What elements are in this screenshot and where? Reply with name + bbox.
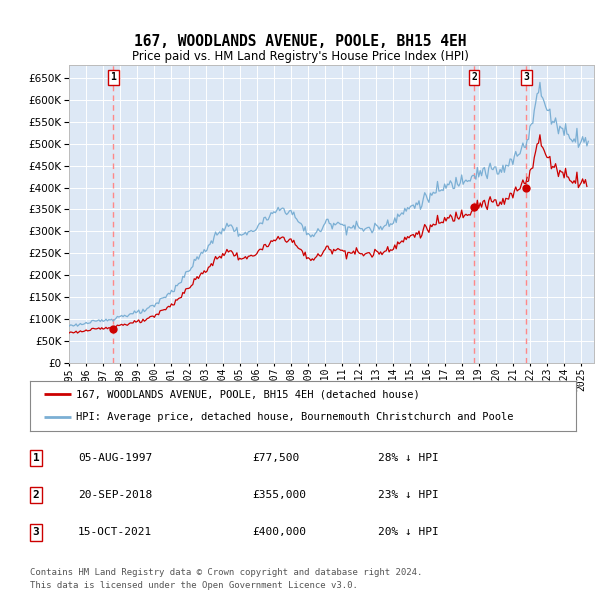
Text: Contains HM Land Registry data © Crown copyright and database right 2024.: Contains HM Land Registry data © Crown c… [30,568,422,576]
Text: 20-SEP-2018: 20-SEP-2018 [78,490,152,500]
Text: 28% ↓ HPI: 28% ↓ HPI [378,453,439,463]
Text: £77,500: £77,500 [252,453,299,463]
Text: 20% ↓ HPI: 20% ↓ HPI [378,527,439,537]
Text: HPI: Average price, detached house, Bournemouth Christchurch and Poole: HPI: Average price, detached house, Bour… [76,412,514,422]
Text: Price paid vs. HM Land Registry's House Price Index (HPI): Price paid vs. HM Land Registry's House … [131,50,469,63]
Text: 23% ↓ HPI: 23% ↓ HPI [378,490,439,500]
Text: 2: 2 [32,490,40,500]
Text: 15-OCT-2021: 15-OCT-2021 [78,527,152,537]
Text: £355,000: £355,000 [252,490,306,500]
Text: 167, WOODLANDS AVENUE, POOLE, BH15 4EH (detached house): 167, WOODLANDS AVENUE, POOLE, BH15 4EH (… [76,389,420,399]
Text: 05-AUG-1997: 05-AUG-1997 [78,453,152,463]
Text: £400,000: £400,000 [252,527,306,537]
Text: 3: 3 [32,527,40,537]
Text: 2: 2 [471,73,477,83]
Text: This data is licensed under the Open Government Licence v3.0.: This data is licensed under the Open Gov… [30,581,358,589]
Text: 3: 3 [523,73,529,83]
Text: 167, WOODLANDS AVENUE, POOLE, BH15 4EH: 167, WOODLANDS AVENUE, POOLE, BH15 4EH [134,34,466,49]
Text: 1: 1 [32,453,40,463]
Text: 1: 1 [110,73,116,83]
